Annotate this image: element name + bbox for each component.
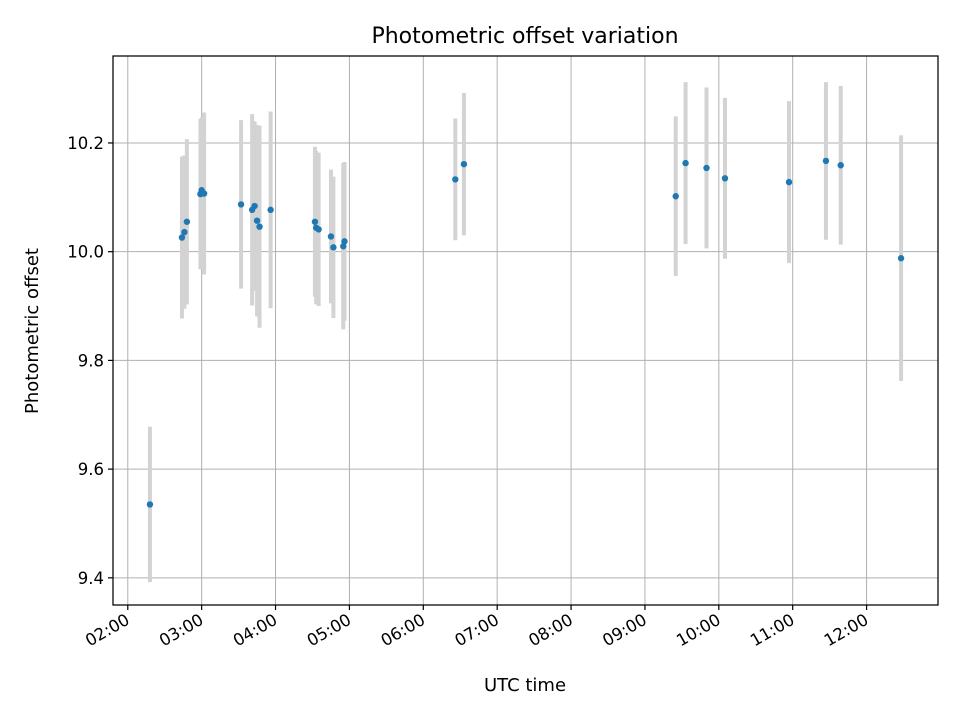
data-point — [267, 206, 274, 214]
data-point — [682, 159, 689, 167]
data-point — [897, 255, 905, 262]
data-point — [452, 176, 459, 183]
data-point — [178, 234, 186, 241]
data-point — [256, 223, 263, 230]
data-point — [181, 228, 188, 236]
data-point — [721, 175, 729, 182]
data-point — [237, 201, 245, 208]
data-point — [327, 233, 335, 240]
data-point — [460, 160, 468, 168]
data-point — [315, 226, 322, 233]
chart-title: Photometric offset variation — [371, 24, 678, 49]
x-axis-label: UTC time — [484, 675, 566, 696]
y-axis-label: Photometric offset — [22, 248, 43, 414]
data-point — [785, 178, 793, 186]
plot-frame — [112, 55, 939, 606]
y-tick-label: 9.4 — [78, 569, 104, 588]
data-point — [672, 193, 679, 200]
y-tick-label: 10.0 — [67, 243, 104, 262]
data-point — [253, 217, 261, 224]
data-point — [330, 244, 337, 251]
data-point — [837, 162, 844, 169]
data-point — [340, 243, 347, 250]
data-points — [146, 157, 905, 508]
data-point — [251, 202, 258, 210]
data-point — [183, 218, 191, 225]
data-point — [146, 501, 154, 508]
data-point — [341, 238, 348, 245]
data-point — [703, 164, 710, 172]
data-point — [822, 157, 830, 165]
y-tick-label: 9.6 — [78, 460, 104, 479]
data-point — [200, 190, 208, 197]
y-tick-label: 9.8 — [78, 351, 104, 370]
y-tick-label: 10.2 — [67, 134, 104, 153]
data-point — [311, 218, 319, 225]
